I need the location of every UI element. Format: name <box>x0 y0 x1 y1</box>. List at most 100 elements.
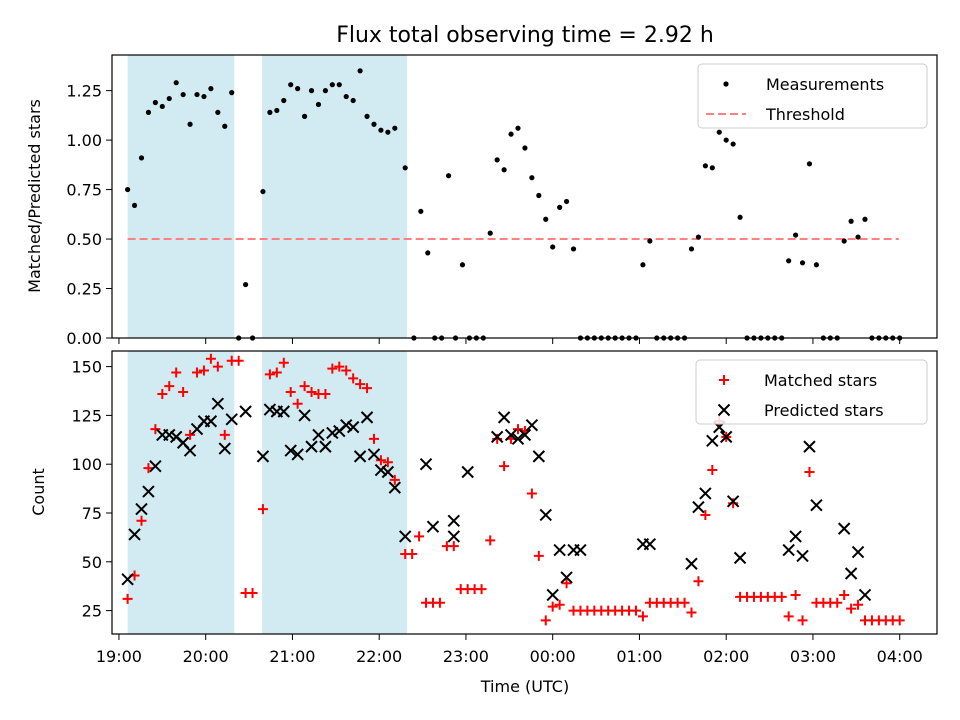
matched-star-point <box>171 367 182 378</box>
matched-star-point <box>832 597 843 608</box>
measurement-point <box>550 244 556 250</box>
bottom-ytick-label: 25 <box>82 602 102 621</box>
top-ytick-label: 0.75 <box>66 181 102 200</box>
measurement-point <box>229 90 235 96</box>
measurement-point <box>695 234 702 240</box>
predicted-star-point <box>374 463 388 477</box>
predicted-star-point <box>419 457 433 471</box>
predicted-star-point <box>858 588 872 602</box>
bottom-shaded-span <box>262 351 407 634</box>
predicted-star-point <box>360 411 374 424</box>
measurement-point <box>563 198 570 205</box>
matched-star-point <box>348 373 359 384</box>
bottom-panel: 25 50 75 100 125 150 19:00 20:00 21:00 22:00 23:0… <box>29 350 938 696</box>
legend-predicted-marker <box>717 403 731 417</box>
measurement-point <box>152 99 158 106</box>
matched-star-point <box>637 611 648 622</box>
matched-star-point <box>407 548 418 559</box>
matched-star-point <box>278 357 289 368</box>
bottom-legend-box <box>695 359 928 425</box>
matched-star-point <box>414 531 425 542</box>
predicted-star-point <box>706 434 719 447</box>
predicted-star-point <box>277 405 290 418</box>
measurement-point <box>125 186 131 193</box>
measurement-point <box>371 121 377 127</box>
predicted-star-point <box>319 440 332 453</box>
matched-star-point <box>136 515 147 526</box>
matched-star-point <box>334 361 345 372</box>
measurement-point <box>329 82 335 88</box>
predicted-star-point <box>733 551 747 565</box>
matched-star-point <box>257 504 268 515</box>
predicted-star-point <box>699 487 712 500</box>
measurement-point <box>350 97 356 104</box>
predicted-star-point <box>810 498 823 512</box>
matched-star-point <box>485 535 496 546</box>
measurement-point <box>392 125 398 131</box>
top-shaded-span <box>262 55 407 338</box>
measurement-point <box>806 161 813 167</box>
matched-star-point <box>362 383 373 394</box>
predicted-star-point <box>796 549 809 563</box>
predicted-star-point <box>305 440 318 453</box>
measurement-point <box>267 109 273 115</box>
predicted-star-point <box>225 413 238 426</box>
matched-star-point <box>630 605 641 616</box>
measurement-point <box>357 68 363 74</box>
xtick-label: 23:00 <box>443 647 489 666</box>
measurement-point <box>159 103 165 110</box>
measurement-point <box>848 218 854 224</box>
matched-star-point <box>547 601 558 612</box>
matched-star-point <box>693 576 704 587</box>
measurement-point <box>723 137 729 143</box>
matched-star-point <box>797 615 808 626</box>
predicted-star-point <box>256 450 270 463</box>
bottom-ytick-label: 150 <box>71 358 102 377</box>
matched-star-point <box>679 597 690 608</box>
matched-star-point <box>540 615 551 626</box>
measurement-point <box>813 262 820 268</box>
matched-star-point <box>164 381 175 392</box>
predicted-star-point <box>381 465 395 479</box>
bottom-ytick-label: 75 <box>82 504 102 523</box>
measurement-point <box>515 125 521 131</box>
measurement-point <box>647 238 653 244</box>
xtick-label: 04:00 <box>877 647 923 666</box>
measurement-point <box>173 80 179 86</box>
measurement-point <box>855 234 861 240</box>
measurement-point <box>308 88 315 94</box>
matched-star-point <box>264 369 275 380</box>
measurement-point <box>716 129 722 135</box>
matched-star-point <box>554 599 565 610</box>
top-ytick-label: 1.25 <box>66 82 102 101</box>
predicted-star-point <box>218 442 231 455</box>
predicted-star-point <box>461 465 474 479</box>
top-panel-legend: Measurements Threshold <box>697 63 928 129</box>
measurement-point <box>536 192 542 199</box>
matched-star-point <box>219 429 230 440</box>
measurement-point <box>242 281 249 288</box>
top-panel: 0.00 0.25 0.50 0.75 1.00 1.25 Matched/Predict… <box>25 54 938 348</box>
matched-star-point <box>285 386 296 397</box>
matched-star-point <box>894 615 905 626</box>
measurement-point <box>336 82 342 88</box>
measurement-point <box>841 238 847 244</box>
predicted-star-point <box>399 530 412 543</box>
measurement-point <box>145 109 152 115</box>
figure-title: Flux total observing time = 2.92 h <box>336 23 714 48</box>
predicted-star-point <box>546 588 559 602</box>
measurement-point <box>508 131 514 137</box>
bottom-panel-ylabel: Count <box>29 468 48 516</box>
legend-label: Threshold <box>765 105 845 124</box>
measurement-point <box>166 95 172 102</box>
matched-star-point <box>122 593 133 604</box>
xtick-label: 21:00 <box>269 647 315 666</box>
matched-star-point <box>526 488 537 499</box>
matched-star-point <box>341 365 352 376</box>
predicted-star-point <box>532 450 546 463</box>
legend-label: Predicted stars <box>764 401 884 420</box>
predicted-star-point <box>553 543 566 557</box>
predicted-star-point <box>353 450 367 463</box>
top-panel-frame <box>111 54 938 339</box>
